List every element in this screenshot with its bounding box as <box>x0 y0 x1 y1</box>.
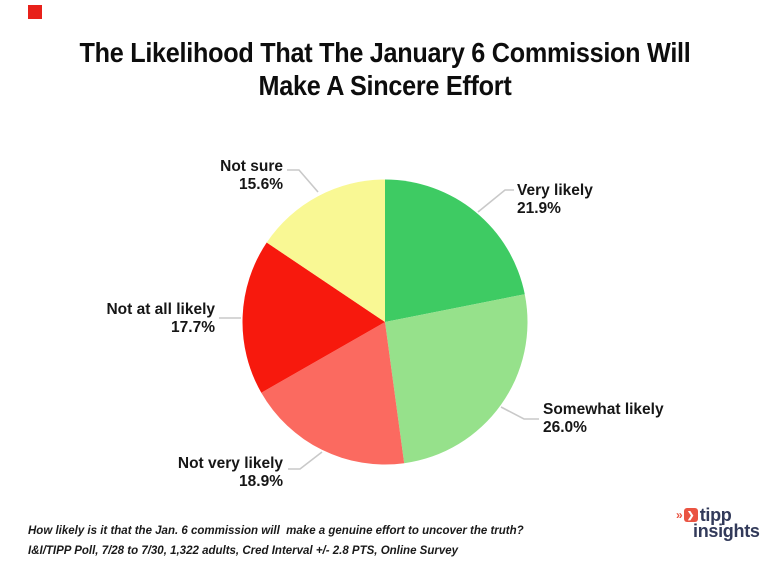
pie-slice-very-likely <box>385 179 525 322</box>
chart-title-line-1: The Likelihood That The January 6 Commis… <box>79 37 691 68</box>
pie-slices <box>242 179 528 465</box>
slice-label-not-sure-pct: 15.6% <box>239 176 283 193</box>
logo-word-tipp: tipp <box>699 504 732 525</box>
slice-label-not-at-all-likely: Not at all likely 17.7% <box>58 301 215 337</box>
chart-title-line-2: Make A Sincere Effort <box>258 70 512 101</box>
slice-label-somewhat-likely-name: Somewhat likely <box>543 401 664 418</box>
slice-label-somewhat-likely-pct: 26.0% <box>543 419 587 436</box>
logo-row-top: » ❯ tipp <box>676 504 760 525</box>
slice-label-not-at-all-likely-pct: 17.7% <box>171 319 215 336</box>
logo-row-bottom: insights <box>693 521 760 541</box>
pie-slice-not-at-all-likely <box>242 242 385 393</box>
footnote-source: I&I/TIPP Poll, 7/28 to 7/30, 1,322 adult… <box>28 545 459 557</box>
logo-word-insights: insights <box>693 521 760 541</box>
logo-chevron-icon: » <box>676 508 683 522</box>
slice-label-not-very-likely-pct: 18.9% <box>239 473 283 490</box>
slice-label-not-very-likely: Not very likely 18.9% <box>120 455 283 491</box>
leader-line-somewhat-likely <box>500 406 539 420</box>
corner-mark <box>28 5 42 19</box>
footnote: How likely is it that the Jan. 6 commiss… <box>28 521 524 561</box>
slice-label-very-likely-name: Very likely <box>517 182 593 199</box>
logo-arrow-icon: ❯ <box>683 508 698 522</box>
pie-slice-not-sure <box>266 179 385 322</box>
leader-line-not-very-likely <box>288 451 323 470</box>
leader-line-very-likely <box>477 189 514 213</box>
slice-label-not-very-likely-name: Not very likely <box>177 455 283 472</box>
tipp-insights-logo: » ❯ tipp insights <box>676 504 760 542</box>
pie-slice-somewhat-likely <box>385 294 528 464</box>
slice-label-very-likely-pct: 21.9% <box>517 200 561 217</box>
pie-slice-not-very-likely <box>261 322 405 465</box>
slice-label-very-likely: Very likely 21.9% <box>517 182 593 218</box>
slice-label-somewhat-likely: Somewhat likely 26.0% <box>543 401 664 437</box>
footnote-question: How likely is it that the Jan. 6 commiss… <box>28 525 524 537</box>
leader-line-not-sure <box>287 169 319 193</box>
slice-label-not-sure-name: Not sure <box>220 158 283 175</box>
slice-label-not-at-all-likely-name: Not at all likely <box>106 301 215 318</box>
slice-label-not-sure: Not sure 15.6% <box>148 158 283 194</box>
chart-title: The Likelihood That The January 6 Commis… <box>39 36 732 102</box>
